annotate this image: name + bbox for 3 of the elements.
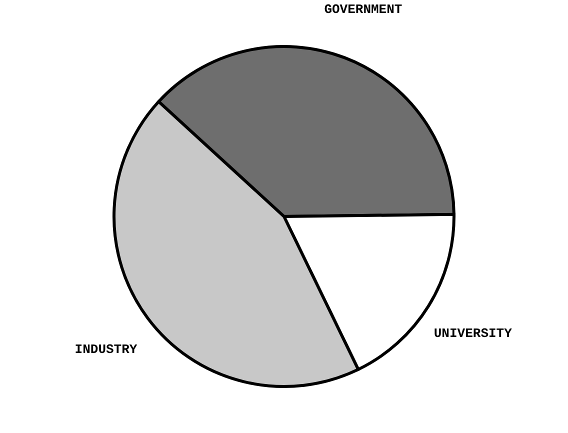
slice-label: UNIVERSITY bbox=[434, 326, 512, 342]
slice-label: INDUSTRY bbox=[74, 342, 138, 358]
slice-label: GOVERNMENT bbox=[324, 2, 402, 18]
